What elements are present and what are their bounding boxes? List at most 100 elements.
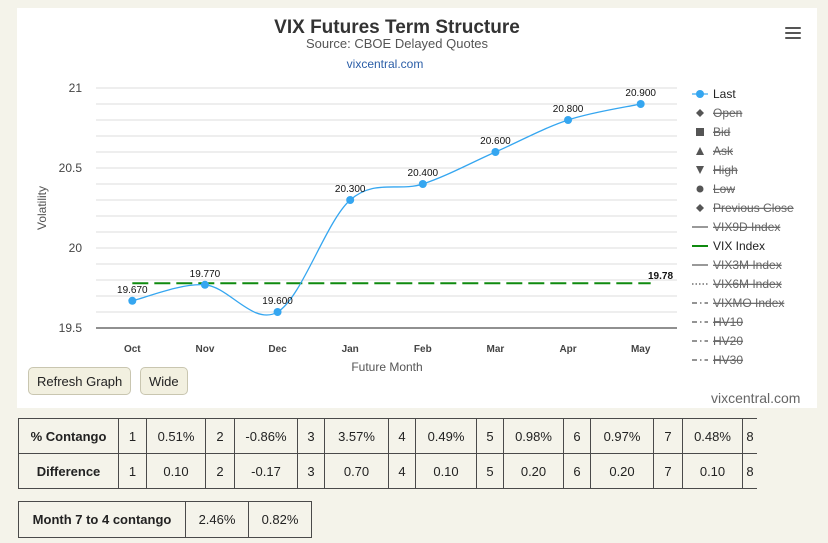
legend-item[interactable]: Ask xyxy=(696,144,734,158)
month-number-cell: 4 xyxy=(388,453,416,489)
legend-item[interactable]: VIXMO Index xyxy=(692,296,784,310)
legend-label: Previous Close xyxy=(713,201,794,215)
last-data-point xyxy=(346,196,355,204)
legend-label: HV30 xyxy=(713,353,743,367)
data-label: 20.300 xyxy=(335,184,366,195)
credit-link[interactable]: vixcentral.com xyxy=(711,390,801,406)
y-tick-label: 20.5 xyxy=(59,161,83,175)
legend-label: VIXMO Index xyxy=(713,296,784,310)
month-number-cell: 2 xyxy=(205,453,235,489)
legend-item[interactable]: Open xyxy=(696,106,742,120)
value-cell: 0.20 xyxy=(503,453,564,489)
vix-index-label: 19.78 xyxy=(648,271,673,282)
y-tick-label: 21 xyxy=(69,81,83,95)
data-label: 20.800 xyxy=(553,104,584,115)
month-number-cell: 4 xyxy=(388,418,416,454)
x-tick-label: Apr xyxy=(559,344,576,355)
x-tick-label: Mar xyxy=(487,344,505,355)
legend-item[interactable]: VIX9D Index xyxy=(692,220,780,234)
legend-item[interactable]: HV10 xyxy=(692,315,743,329)
legend-item[interactable]: Last xyxy=(692,87,736,101)
term-structure-chart: VIX Futures Term Structure Source: CBOE … xyxy=(35,17,794,374)
chart-subtitle: Source: CBOE Delayed Quotes xyxy=(306,36,489,51)
month-contango-label: Month 7 to 4 contango xyxy=(18,501,186,538)
value-cell: 0.48% xyxy=(682,418,743,454)
x-tick-label: May xyxy=(631,344,651,355)
table-row: % Contango 1 0.51% 2 -0.86% 3 3.57% 4 0.49% 5 0.98… xyxy=(18,418,757,454)
value-cell: -0.86% xyxy=(234,418,298,454)
table-row: Month 7 to 4 contango 2.46% 0.82% xyxy=(18,501,312,538)
month-number-cell: 7 xyxy=(653,418,683,454)
value-cell: 0.98% xyxy=(503,418,564,454)
data-label: 19.670 xyxy=(117,285,148,296)
month-number-cell: 8 xyxy=(742,418,757,454)
x-tick-label: Feb xyxy=(414,344,432,355)
legend-item[interactable]: HV30 xyxy=(692,353,743,367)
value-cell: 0.10 xyxy=(146,453,206,489)
legend: Last Open Bid Ask High Low Previous Close VIX9D… xyxy=(692,87,794,367)
row-header: Difference xyxy=(18,453,119,489)
legend-item[interactable]: High xyxy=(696,163,738,177)
legend-item[interactable]: VIX6M Index xyxy=(692,277,782,291)
legend-label: VIX3M Index xyxy=(713,258,782,272)
value-cell: 0.10 xyxy=(415,453,477,489)
legend-label: Open xyxy=(713,106,742,120)
month-number-cell: 5 xyxy=(476,418,504,454)
wide-button[interactable]: Wide xyxy=(140,367,188,395)
month-number-cell: 8 xyxy=(742,453,757,489)
x-tick-labels: Oct Nov Dec Jan Feb Mar Apr May xyxy=(124,344,651,355)
month-number-cell: 7 xyxy=(653,453,683,489)
legend-item[interactable]: VIX Index xyxy=(692,239,765,253)
y-axis-title: Volatility xyxy=(35,186,49,230)
data-label: 20.600 xyxy=(480,136,511,147)
value-cell: 3.57% xyxy=(324,418,389,454)
series-layer: 19.78 19.670 19.770 19.600 20.300 20.400 20.60… xyxy=(117,88,673,316)
value-cell: 0.97% xyxy=(590,418,654,454)
legend-label: HV10 xyxy=(713,315,743,329)
value-cell: 0.51% xyxy=(146,418,206,454)
month-number-cell: 3 xyxy=(297,453,325,489)
last-series-line xyxy=(132,103,641,316)
value-cell: 0.49% xyxy=(415,418,477,454)
legend-label: Last xyxy=(713,87,736,101)
source-link[interactable]: vixcentral.com xyxy=(347,57,424,71)
legend-label: HV20 xyxy=(713,334,743,348)
legend-item[interactable]: Previous Close xyxy=(696,201,794,215)
y-tick-label: 19.5 xyxy=(59,321,83,335)
data-label: 20.900 xyxy=(625,88,656,99)
legend-item[interactable]: Low xyxy=(696,182,736,196)
legend-circle-icon xyxy=(696,185,704,193)
month-number-cell: 5 xyxy=(476,453,504,489)
legend-triangle-down-icon xyxy=(696,166,704,174)
legend-item[interactable]: Bid xyxy=(696,125,730,139)
month-contango-table: Month 7 to 4 contango 2.46% 0.82% xyxy=(18,501,312,538)
month-number-cell: 6 xyxy=(563,418,591,454)
last-data-point xyxy=(491,148,500,156)
contango-table: % Contango 1 0.51% 2 -0.86% 3 3.57% 4 0.49% 5 0.98… xyxy=(18,418,757,489)
legend-diamond-icon xyxy=(696,204,704,212)
legend-label: Ask xyxy=(713,144,734,158)
legend-label: High xyxy=(713,163,738,177)
legend-item[interactable]: HV20 xyxy=(692,334,743,348)
legend-square-icon xyxy=(696,128,704,136)
y-tick-label: 20 xyxy=(69,241,83,255)
refresh-graph-button[interactable]: Refresh Graph xyxy=(28,367,132,395)
last-data-point xyxy=(418,180,427,188)
legend-label: VIX Index xyxy=(713,239,765,253)
data-label: 19.600 xyxy=(262,296,293,307)
gridlines xyxy=(96,87,677,329)
chart-title: VIX Futures Term Structure xyxy=(274,17,520,38)
legend-label: Bid xyxy=(713,125,730,139)
value-cell: 0.10 xyxy=(682,453,743,489)
value-cell: -0.17 xyxy=(234,453,298,489)
y-tick-labels: 19.5 20 20.5 21 xyxy=(59,81,83,335)
value-cell: 0.20 xyxy=(590,453,654,489)
month-number-cell: 1 xyxy=(118,418,147,454)
last-data-point xyxy=(273,308,282,316)
last-data-point xyxy=(636,100,645,108)
chart-menu-icon[interactable] xyxy=(785,27,801,39)
month-number-cell: 1 xyxy=(118,453,147,489)
legend-item[interactable]: VIX3M Index xyxy=(692,258,782,272)
value-cell: 0.70 xyxy=(324,453,389,489)
month-number-cell: 6 xyxy=(563,453,591,489)
